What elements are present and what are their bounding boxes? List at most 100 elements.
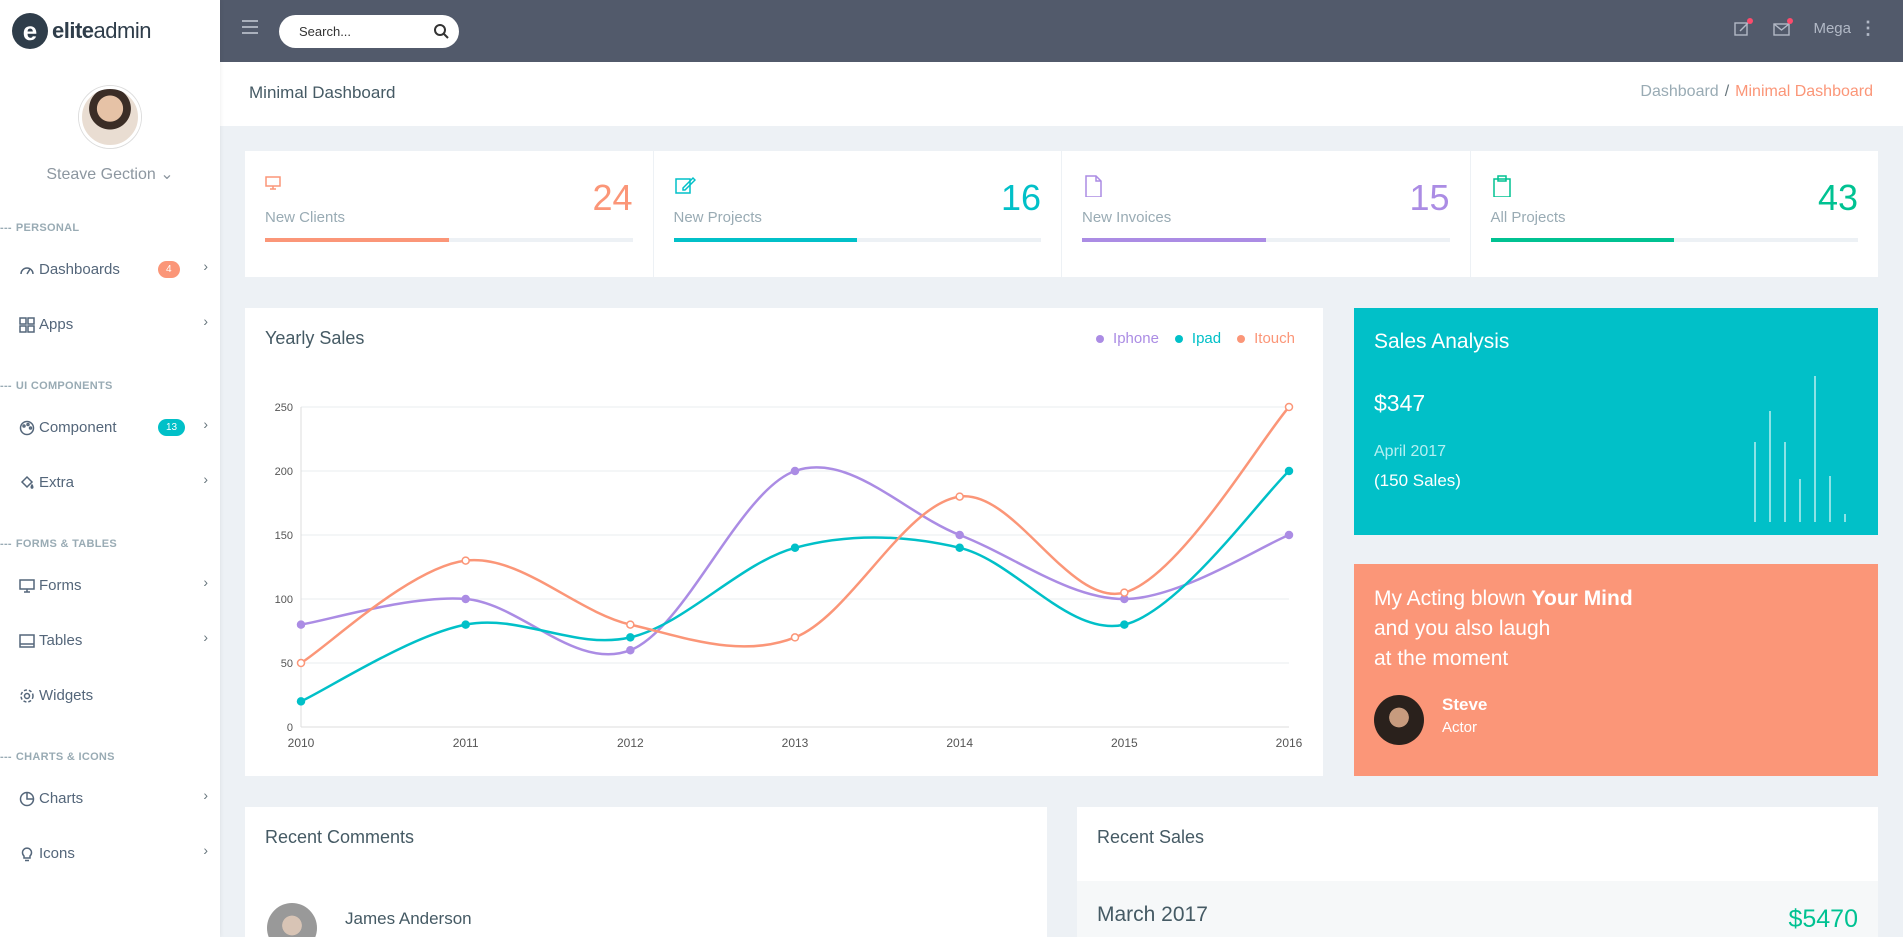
legend-label: Ipad [1191,330,1222,347]
search-placeholder: Search... [299,24,352,39]
stats-row: 24 New Clients 16 New Projects 15 New Invoice… [245,151,1878,277]
recent-sales-card: Recent Sales March 2017 $5470 [1077,807,1878,937]
chevron-right-icon: › [203,787,208,803]
menu-toggle-icon[interactable] [242,20,258,38]
y-tick-label: 100 [275,594,293,606]
logo[interactable]: e eliteadmin [0,0,220,62]
sidebar-item-charts[interactable]: Charts › [0,771,220,826]
edit-icon [674,175,698,199]
sales-date: April 2017 [1374,443,1447,460]
sidebar-item-component[interactable]: Component 13 › [0,400,220,455]
user-name-dropdown[interactable]: Steave Gection ⌄ [0,164,220,184]
x-tick-label: 2010 [288,736,315,750]
sidebar-item-label: Tables [39,632,83,649]
sidebar-item-icons[interactable]: Icons › [0,826,220,881]
nav-caption-divider: --- [0,751,12,763]
stat-label: All Projects [1490,209,1566,226]
yearly-sales-card: 0 50 100 150 200 250 2010 2011 2012 2013 2014 2015 2… [245,308,1323,776]
topbar-actions: Mega ⋮ [1733,17,1877,39]
stat-card-new-projects: 16 New Projects [654,151,1062,277]
data-point-itouch [1284,402,1294,412]
sidebar-item-label: Extra [39,474,75,491]
data-point-ipad [955,543,964,553]
x-tick-label: 2012 [617,736,644,750]
user-name: Steave Gection [46,166,156,183]
yearly-sales-title: Yearly Sales [265,328,365,348]
mega-menu-button[interactable]: Mega ⋮ [1813,18,1877,39]
comment-author: James Anderson [345,909,472,928]
nav-caption-divider: --- [0,538,12,550]
x-tick-label: 2013 [782,736,809,750]
recent-comments-card: Recent Comments James Anderson [245,807,1047,937]
data-point-iphone [1284,530,1294,540]
search-input[interactable]: Search... [279,15,459,48]
sidebar-item-label: Charts [39,790,84,807]
recent-sales-month: March 2017 [1097,903,1208,926]
data-point-itouch [790,633,800,642]
sales-analysis-title: Sales Analysis [1374,330,1510,353]
legend-item-ipad: Ipad [1174,330,1222,347]
sidebar-item-extra[interactable]: Extra › [0,455,220,510]
sidebar-item-label: Forms [39,577,82,594]
recent-sales-band [1077,881,1878,937]
quote-card: My Acting blown Your Mind and you also l… [1354,564,1878,776]
stat-label: New Projects [673,209,762,226]
legend-dot [1174,334,1183,343]
search-icon[interactable] [433,23,449,39]
x-tick-label: 2014 [946,736,973,750]
y-tick-label: 250 [275,402,293,414]
nav-caption-label: CHARTS & ICONS [15,751,115,763]
recent-sales-amount: $5470 [1788,905,1858,933]
sidebar-item-dashboards[interactable]: Dashboards 4 › [0,242,220,297]
nav-caption-label: FORMS & TABLES [15,538,118,550]
chart-legend: Iphone Ipad Itouch [1096,330,1295,347]
file-icon [1082,175,1106,199]
mail-notification-icon[interactable] [1773,17,1794,38]
pie-chart-icon [18,790,36,808]
comment-avatar [267,903,317,937]
x-tick-label: 2011 [453,736,479,750]
stat-card-new-invoices: 15 New Invoices [1062,151,1471,277]
spark-bar [1814,375,1816,522]
series-line-iphone [300,466,1290,656]
sidebar-item-forms[interactable]: Forms › [0,558,220,613]
nav-section-caption: --- UI COMPONENTS [0,380,220,392]
page-title-bar: Minimal Dashboard Dashboard / Minimal Dash… [220,62,1903,126]
clipboard-icon [1491,175,1515,199]
quote-line1: My Acting blown [1374,587,1532,610]
data-point-ipad [790,543,800,553]
nav-section-caption: --- CHARTS & ICONS [0,751,220,763]
chevron-right-icon: › [203,842,208,858]
chevron-right-icon: › [203,629,208,645]
sidebar-item-tables[interactable]: Tables › [0,613,220,668]
data-point-itouch [626,620,635,629]
legend-dot [1237,334,1246,343]
data-point-itouch [461,556,470,565]
lightbulb-icon [18,845,36,863]
sidebar-item-apps[interactable]: Apps › [0,297,220,352]
user-avatar[interactable] [79,86,141,148]
spark-bar [1844,514,1846,522]
palette-icon [18,419,36,437]
legend-label: Iphone [1113,330,1159,347]
legend-label: Itouch [1254,330,1295,347]
quote-text: My Acting blown Your Mind and you also l… [1374,584,1734,674]
data-point-ipad [296,697,306,706]
nav-caption-divider: --- [0,222,12,234]
breadcrumb-dashboard[interactable]: Dashboard [1640,83,1719,100]
data-point-ipad [1120,620,1129,629]
edit-notification-icon[interactable] [1733,17,1754,38]
monitor-icon [18,577,36,595]
stat-progress [1082,238,1450,242]
stat-progress [1490,238,1858,242]
spark-bar [1784,441,1786,522]
sidebar-item-label: Icons [39,845,75,862]
sidebar-item-label: Dashboards [39,261,120,278]
recent-sales-title: Recent Sales [1097,827,1205,847]
spark-bar [1829,475,1831,522]
sidebar-item-widgets[interactable]: Widgets [0,668,220,723]
chevron-right-icon: › [203,416,208,432]
stat-card-new-clients: 24 New Clients [245,151,654,277]
yearly-sales-chart: 0 50 100 150 200 250 2010 2011 2012 2013 2014 2015 2… [275,402,1303,750]
logo-text: eliteadmin [52,18,151,44]
